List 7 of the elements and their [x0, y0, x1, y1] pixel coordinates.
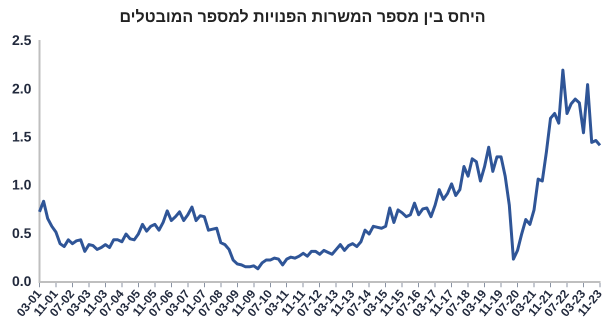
chart-title: היחס בין מספר המשרות הפנויות למספר המובטלים [119, 8, 486, 26]
y-tick-label: 0.5 [12, 224, 32, 241]
y-tick-label: 2.0 [12, 80, 32, 96]
y-tick-label: 0.0 [12, 273, 32, 290]
y-tick-label: 1.0 [12, 176, 32, 193]
y-tick-label: 1.5 [12, 128, 32, 144]
y-tick-label: 2.5 [12, 32, 32, 48]
